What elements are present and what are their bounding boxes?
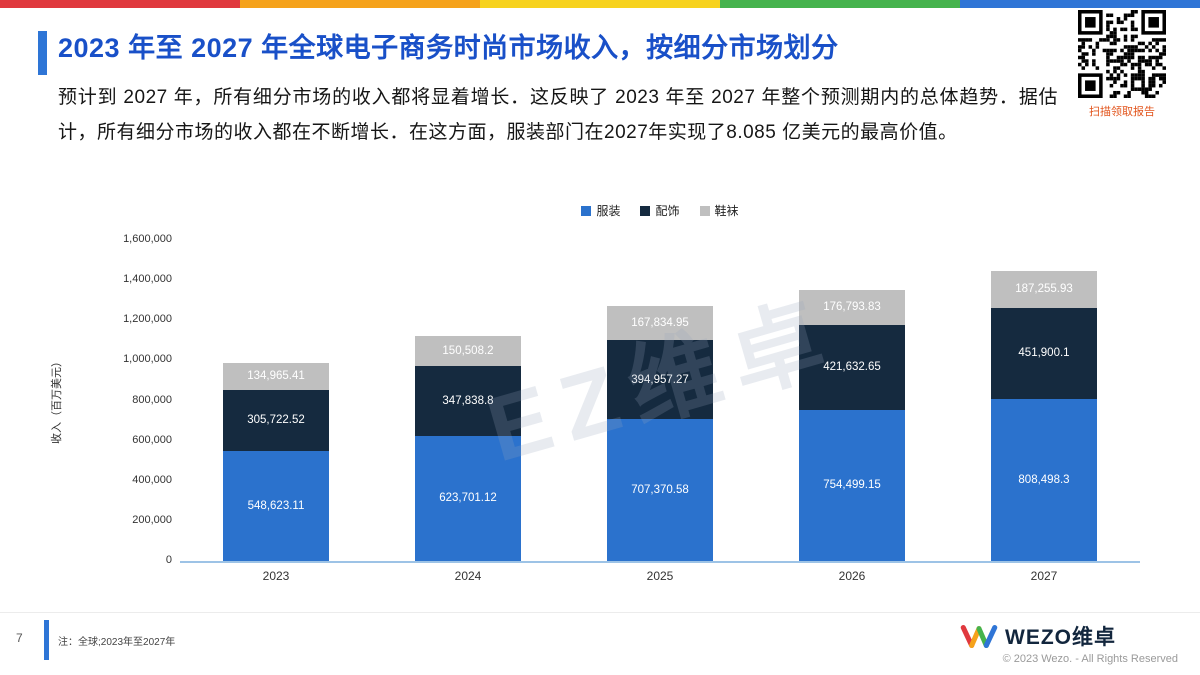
wezo-logo: WEZO维卓 xyxy=(959,621,1116,651)
legend-swatch xyxy=(699,205,710,216)
legend-swatch xyxy=(581,205,592,216)
value-label: 134,965.41 xyxy=(247,370,305,383)
y-tick-label: 1,000,000 xyxy=(123,353,172,366)
stacked-bar-2027: 808,498.3 451,900.1 187,255.93 xyxy=(991,270,1097,561)
y-tick-label: 200,000 xyxy=(132,513,172,526)
copyright: © 2023 Wezo. - All Rights Reserved xyxy=(1002,653,1178,665)
top-strip-segment-2 xyxy=(480,0,720,8)
qr-caption: 扫描领取报告 xyxy=(1089,106,1155,118)
top-strip-segment-0 xyxy=(0,0,240,8)
bars-container: 548,623.11 305,722.52 134,965.41 623,701.12… xyxy=(180,240,1140,561)
value-label: 623,701.12 xyxy=(439,492,497,505)
segment-配饰-2023: 305,722.52 xyxy=(223,389,329,451)
segment-服装-2025: 707,370.58 xyxy=(607,419,713,561)
top-strip-segment-3 xyxy=(720,0,960,8)
value-label: 187,255.93 xyxy=(1015,283,1073,296)
qr-code-icon xyxy=(1078,10,1166,98)
stacked-bar-2023: 548,623.11 305,722.52 134,965.41 xyxy=(223,362,329,561)
segment-服装-2023: 548,623.11 xyxy=(223,450,329,561)
segment-配饰-2024: 347,838.8 xyxy=(415,366,521,436)
bar-group-2025: 707,370.58 394,957.27 167,834.95 xyxy=(564,240,756,561)
body-text: 预计到 2027 年，所有细分市场的收入都将显着增长．这反映了 2023 年至 … xyxy=(58,87,1058,144)
segment-鞋袜-2026: 176,793.83 xyxy=(799,289,905,326)
segment-鞋袜-2024: 150,508.2 xyxy=(415,335,521,367)
y-tick-label: 400,000 xyxy=(132,473,172,486)
value-label: 808,498.3 xyxy=(1018,473,1070,486)
y-tick-label: 600,000 xyxy=(132,433,172,446)
top-strip-segment-1 xyxy=(240,0,480,8)
y-axis-title: 收入（百万美元） xyxy=(51,356,63,444)
value-label: 421,632.65 xyxy=(823,361,881,374)
legend-item-鞋袜: 鞋袜 xyxy=(699,202,739,219)
legend-item-服装: 服装 xyxy=(581,202,620,219)
y-tick-label: 1,200,000 xyxy=(123,313,172,326)
segment-服装-2027: 808,498.3 xyxy=(991,398,1097,561)
top-color-strip xyxy=(0,0,1200,8)
plot-area: EZ维卓 548,623.11 305,722.52 134,965.41 623,7… xyxy=(180,240,1140,563)
segment-服装-2024: 623,701.12 xyxy=(415,435,521,561)
x-label-2024: 2024 xyxy=(454,569,482,583)
bar-group-2024: 623,701.12 347,838.8 150,508.2 xyxy=(372,240,564,561)
page-number: 7 xyxy=(16,631,23,645)
value-label: 754,499.15 xyxy=(823,479,881,492)
value-label: 707,370.58 xyxy=(631,484,689,497)
legend-swatch xyxy=(640,205,651,216)
footer: 7 注：全球;2023年至2027年 WEZO维卓 © 2023 Wezo. -… xyxy=(0,612,1200,675)
qr-block: 扫描领取报告 xyxy=(1072,10,1172,119)
value-label: 548,623.11 xyxy=(247,499,305,512)
bar-group-2023: 548,623.11 305,722.52 134,965.41 xyxy=(180,240,372,561)
value-label: 150,508.2 xyxy=(442,345,494,358)
stacked-bar-2025: 707,370.58 394,957.27 167,834.95 xyxy=(607,306,713,561)
bar-group-2026: 754,499.15 421,632.65 176,793.83 xyxy=(756,240,948,561)
y-tick-label: 1,600,000 xyxy=(123,233,172,245)
value-label: 176,793.83 xyxy=(823,301,881,314)
legend-label: 服装 xyxy=(596,204,621,218)
wezo-logo-text: WEZO维卓 xyxy=(1005,626,1116,649)
segment-鞋袜-2027: 187,255.93 xyxy=(991,270,1097,309)
y-tick-label: 0 xyxy=(165,554,172,566)
y-tick-label: 800,000 xyxy=(132,393,172,406)
title-accent-bar xyxy=(38,31,47,75)
x-label-2026: 2026 xyxy=(838,569,866,583)
page-title: 2023 年至 2027 年全球电子商务时尚市场收入，按细分市场划分 xyxy=(58,33,839,63)
segment-服装-2026: 754,499.15 xyxy=(799,409,905,561)
segment-配饰-2026: 421,632.65 xyxy=(799,325,905,410)
segment-配饰-2025: 394,957.27 xyxy=(607,339,713,420)
stacked-bar-2024: 623,701.12 347,838.8 150,508.2 xyxy=(415,335,521,561)
x-label-2023: 2023 xyxy=(262,569,290,583)
segment-鞋袜-2025: 167,834.95 xyxy=(607,306,713,340)
value-label: 451,900.1 xyxy=(1018,347,1070,360)
y-tick-label: 1,400,000 xyxy=(123,273,172,286)
stacked-bar-2026: 754,499.15 421,632.65 176,793.83 xyxy=(799,289,905,561)
x-label-2025: 2025 xyxy=(646,569,674,583)
legend-label: 鞋袜 xyxy=(714,204,739,218)
segment-配饰-2027: 451,900.1 xyxy=(991,308,1097,399)
value-label: 167,834.95 xyxy=(631,317,689,330)
footer-accent-bar xyxy=(44,620,49,660)
segment-鞋袜-2023: 134,965.41 xyxy=(223,362,329,390)
value-label: 394,957.27 xyxy=(631,373,689,386)
footnote: 注：全球;2023年至2027年 xyxy=(58,637,176,648)
x-label-2027: 2027 xyxy=(1030,569,1058,583)
wezo-logo-mark-icon xyxy=(960,624,998,648)
legend-label: 配饰 xyxy=(655,204,680,218)
value-label: 305,722.52 xyxy=(247,414,305,427)
x-axis-labels: 2023 2024 2025 2026 2027 xyxy=(180,569,1140,583)
bar-group-2027: 808,498.3 451,900.1 187,255.93 xyxy=(948,240,1140,561)
top-strip-segment-4 xyxy=(960,0,1200,8)
legend-item-配饰: 配饰 xyxy=(640,202,680,219)
y-axis-ticks: 0 200,000 400,000 600,000 800,000 1,000,000 1,… xyxy=(78,233,172,566)
chart-legend: 服装 配饰 鞋袜 xyxy=(180,202,1140,219)
value-label: 347,838.8 xyxy=(442,395,494,407)
